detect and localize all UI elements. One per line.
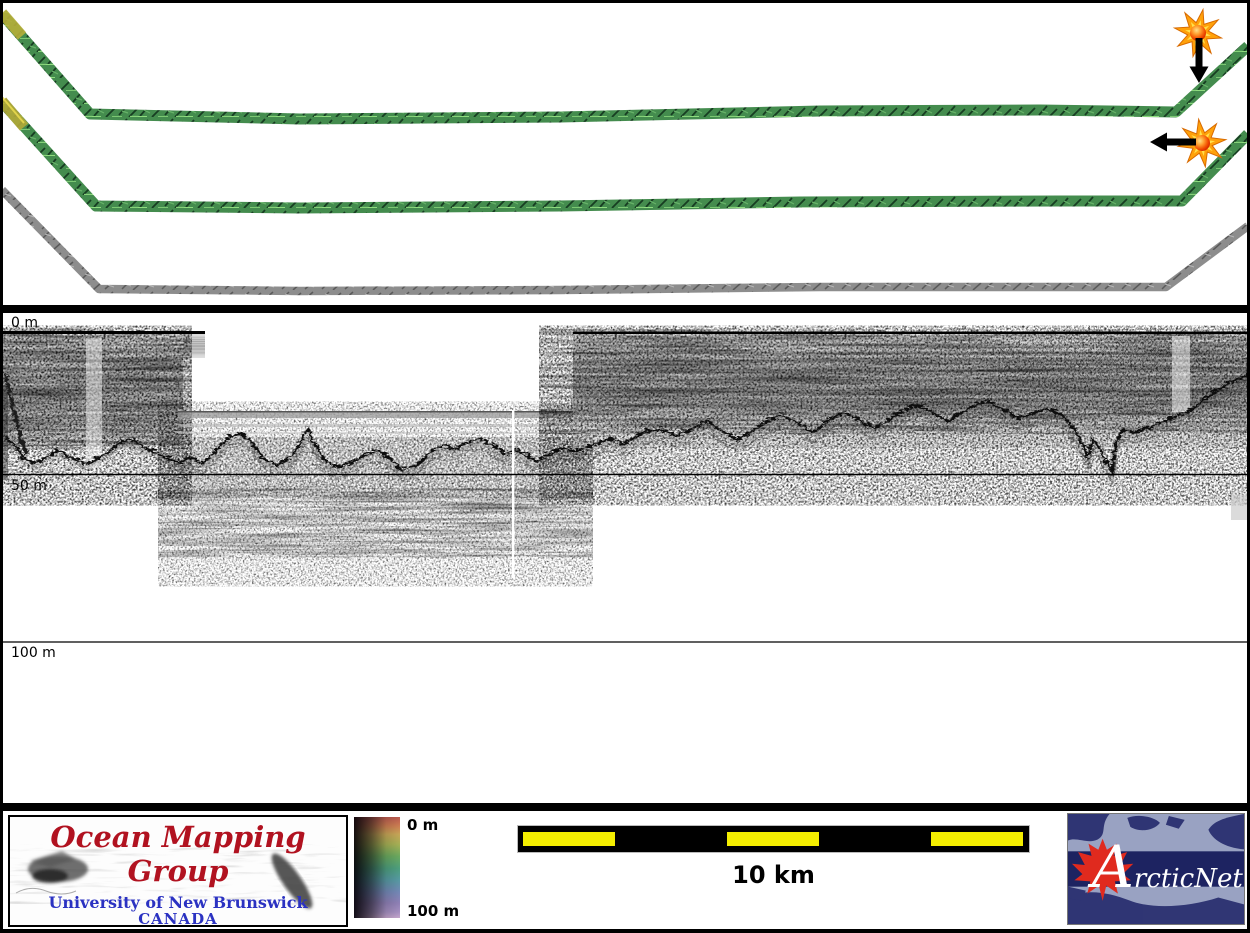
- survey-track-1: [3, 10, 1247, 125]
- colorbar-label-100m: 100 m: [407, 902, 460, 920]
- scalebar-segment-yellow: [931, 832, 1023, 846]
- survey-track-1-start-tint: [3, 9, 27, 40]
- survey-track-2-start-tint: [3, 97, 29, 131]
- map-scalebar: [517, 825, 1030, 853]
- scalebar-segment-yellow: [523, 832, 615, 846]
- record-top-line-right: [573, 331, 1247, 335]
- omg-country: CANADA: [138, 910, 218, 927]
- profile-segment-right: [571, 334, 1247, 520]
- omg-ship-silhouette: [271, 853, 313, 909]
- track-map-panel: [3, 3, 1247, 305]
- survey-track-3: [3, 187, 1247, 296]
- depth-label-100m: 100 m: [11, 645, 56, 661]
- omg-university: University of New Brunswick: [48, 893, 308, 912]
- omg-title: Ocean Mapping Group: [50, 820, 306, 888]
- profile-segment-centre: [176, 410, 574, 578]
- subbottom-profile-panel: 0 m 50 m 100 m: [3, 313, 1247, 803]
- arcticnet-rest: rcticNet: [1133, 864, 1243, 894]
- depth-label-50m: 50 m: [11, 478, 47, 494]
- arrow-down-icon: [1189, 38, 1209, 83]
- omg-eagle-silhouette: [28, 851, 88, 883]
- depth-colorbar: [354, 817, 400, 918]
- record-join-white-line: [512, 410, 515, 578]
- track-map-graphic: [3, 4, 1247, 296]
- survey-track-2: [3, 98, 1247, 214]
- starburst-left-arrow-icon: [1150, 115, 1230, 171]
- arcticnet-initial: A: [1092, 833, 1134, 901]
- survey-track-2-start-highlight: [3, 96, 25, 124]
- record-top-line-left: [3, 331, 205, 335]
- colorbar-label-0m: 0 m: [407, 816, 439, 834]
- scalebar-segment-yellow: [727, 832, 819, 846]
- subbottom-profile-image: [3, 331, 1247, 643]
- arcticnet-map-background: [1068, 814, 1244, 924]
- scalebar-label: 10 km: [732, 861, 815, 889]
- starburst-down-arrow-icon: [1169, 4, 1227, 83]
- profile-segment-left: [3, 334, 205, 497]
- footer-panel: Ocean Mapping Group University of New Br…: [3, 811, 1247, 929]
- depth-label-0m: 0 m: [11, 315, 38, 331]
- maple-leaf-icon: [1071, 838, 1134, 901]
- arrow-left-icon: [1150, 132, 1196, 152]
- omg-logo: Ocean Mapping Group University of New Br…: [8, 815, 348, 927]
- omg-logo-background: [10, 847, 346, 909]
